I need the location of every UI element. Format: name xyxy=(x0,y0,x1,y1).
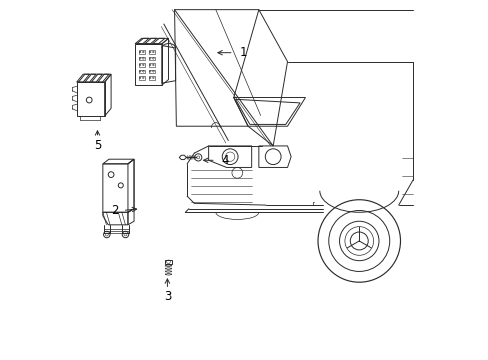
Text: 1: 1 xyxy=(239,46,246,59)
Bar xyxy=(139,69,145,73)
Text: 2: 2 xyxy=(111,204,118,217)
Bar xyxy=(139,50,145,54)
Text: 4: 4 xyxy=(221,154,229,167)
Bar xyxy=(148,57,155,60)
Bar xyxy=(148,63,155,67)
Bar xyxy=(135,44,162,85)
Bar xyxy=(148,69,155,73)
Bar xyxy=(77,82,104,116)
Text: 5: 5 xyxy=(94,139,101,152)
Bar xyxy=(164,260,172,264)
Bar xyxy=(148,76,155,80)
Bar xyxy=(139,76,145,80)
Bar xyxy=(148,50,155,54)
Bar xyxy=(139,63,145,67)
Text: 3: 3 xyxy=(163,290,171,303)
Bar xyxy=(139,57,145,60)
